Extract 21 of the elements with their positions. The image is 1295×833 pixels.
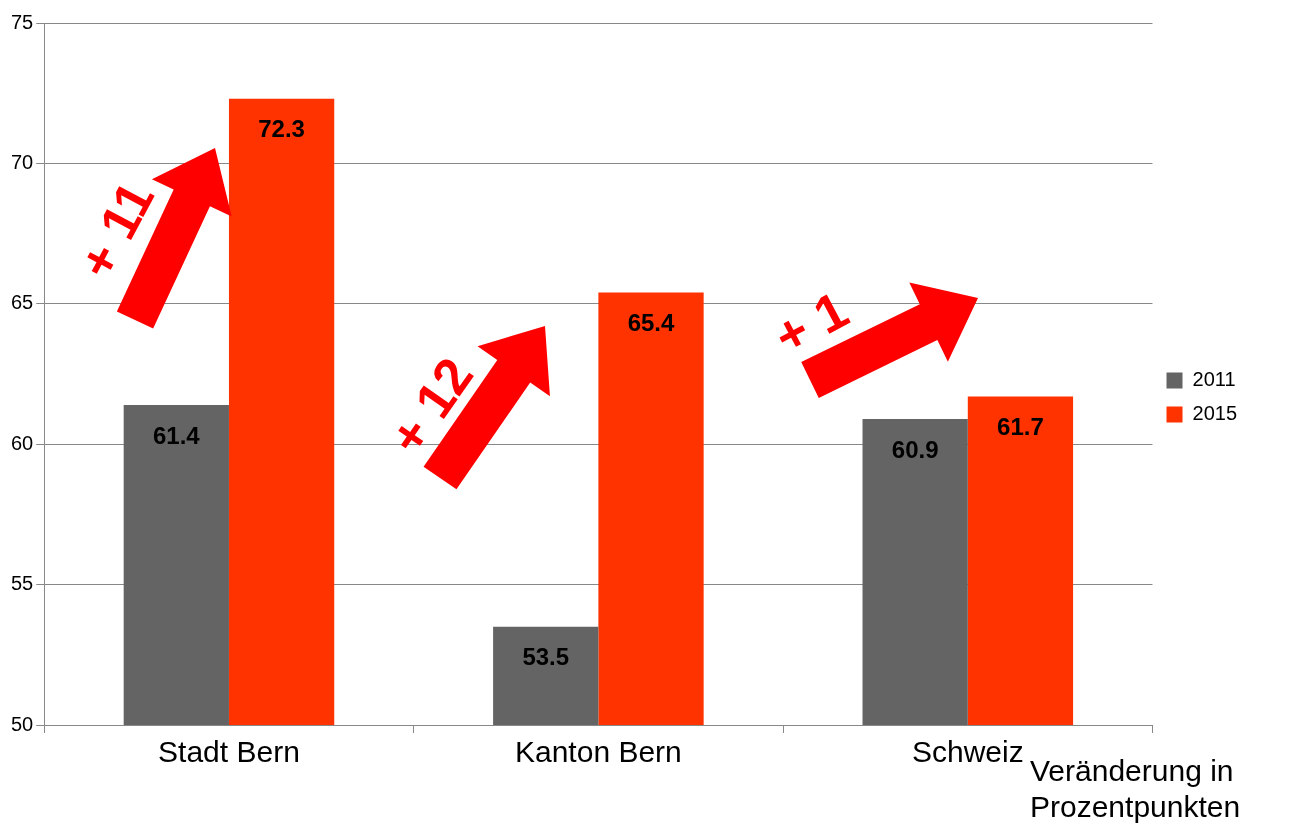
data-label: 61.4 bbox=[152, 421, 201, 449]
text: Veränderung in Prozentpunkten bbox=[1030, 753, 1242, 825]
y-tick-label: 60 bbox=[11, 431, 34, 454]
x-tick-label: Stadt Bern bbox=[158, 735, 300, 769]
y-tick-label: 55 bbox=[11, 572, 34, 595]
y-tick-label: 70 bbox=[11, 150, 34, 173]
y-tick-label: 65 bbox=[11, 291, 34, 314]
data-label: 72.3 bbox=[258, 115, 305, 143]
annotation: + 11 bbox=[66, 172, 166, 288]
x-tick-label: Schweiz bbox=[911, 735, 1024, 769]
annotation: + 12 bbox=[377, 347, 485, 465]
annotation: + 1 bbox=[764, 280, 858, 366]
x-tick-label: Kanton Bern bbox=[514, 735, 682, 769]
data-label: 61.7 bbox=[997, 413, 1044, 441]
data-label: 53.5 bbox=[522, 643, 570, 671]
y-tick-label: 75 bbox=[11, 10, 34, 33]
data-label: 60.9 bbox=[891, 435, 939, 463]
data-label: 65.4 bbox=[627, 309, 676, 337]
legend-label: 2011 bbox=[1192, 368, 1236, 391]
y-tick-label: 50 bbox=[11, 712, 34, 735]
legend-label: 2015 bbox=[1192, 402, 1238, 425]
